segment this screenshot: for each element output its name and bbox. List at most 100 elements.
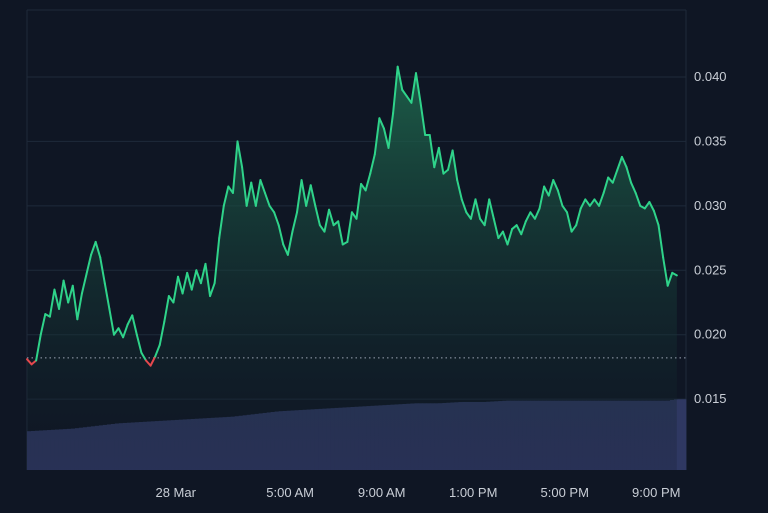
volume-bar bbox=[678, 399, 683, 470]
y-tick-label: 0.035 bbox=[694, 133, 727, 148]
price-line-segment bbox=[611, 168, 619, 184]
price-line-segment bbox=[236, 140, 244, 169]
price-line-segment bbox=[543, 185, 550, 197]
price-line-segment bbox=[524, 211, 532, 223]
price-line-segment bbox=[309, 184, 317, 207]
price-line-segment bbox=[172, 275, 180, 304]
price-line-segment bbox=[277, 224, 285, 246]
price-line-segment bbox=[254, 179, 262, 207]
price-line-segment bbox=[323, 208, 331, 233]
price-line-segment bbox=[273, 211, 280, 227]
price-line-segment bbox=[488, 198, 495, 220]
price-line-segment bbox=[634, 191, 642, 207]
price-line-segment bbox=[364, 172, 372, 192]
price-line-segment bbox=[369, 153, 376, 175]
price-line-segment bbox=[126, 314, 134, 326]
price-line-segment bbox=[112, 327, 120, 336]
price-line-segment bbox=[103, 282, 111, 310]
price-line-segment bbox=[556, 189, 564, 207]
price-line-segment bbox=[584, 198, 591, 207]
x-tick-label: 5:00 AM bbox=[266, 485, 314, 500]
y-tick-label: 0.015 bbox=[694, 391, 727, 406]
price-line-segment bbox=[497, 230, 504, 240]
price-line-segment bbox=[387, 112, 395, 149]
price-line-segment bbox=[643, 200, 651, 210]
x-tick-label: 5:00 PM bbox=[541, 485, 589, 500]
price-line-segment bbox=[538, 185, 546, 210]
x-tick-label: 9:00 PM bbox=[632, 485, 680, 500]
price-line-segment bbox=[447, 149, 454, 171]
y-tick-label: 0.025 bbox=[694, 262, 727, 277]
price-line-segment bbox=[396, 65, 404, 91]
x-tick-label: 28 Mar bbox=[155, 485, 196, 500]
price-line-segment bbox=[195, 269, 202, 285]
price-line-segment bbox=[474, 198, 482, 220]
price-line-segment bbox=[90, 240, 97, 256]
price-line-segment bbox=[135, 333, 143, 354]
price-line-segment bbox=[460, 198, 468, 214]
price-line-segment bbox=[414, 72, 422, 104]
price-line bbox=[26, 65, 678, 367]
price-line-segment bbox=[561, 204, 569, 214]
price-line-segment bbox=[67, 284, 74, 304]
price-line-segment bbox=[259, 179, 266, 194]
price-line-segment bbox=[108, 307, 115, 336]
price-line-segment bbox=[58, 279, 65, 310]
price-line-segment bbox=[305, 184, 312, 207]
price-line-segment bbox=[662, 256, 669, 287]
price-line-segment bbox=[222, 185, 230, 207]
price-line-segment bbox=[296, 179, 303, 214]
x-tick-label: 1:00 PM bbox=[449, 485, 497, 500]
x-tick-label: 9:00 AM bbox=[358, 485, 406, 500]
price-line-segment bbox=[177, 275, 184, 295]
price-line-segment bbox=[515, 224, 523, 236]
price-area bbox=[27, 66, 677, 470]
price-line-segment bbox=[53, 288, 61, 310]
price-line-segment bbox=[76, 292, 83, 321]
price-line-segment bbox=[291, 211, 299, 233]
price-line-segment bbox=[579, 198, 587, 210]
price-line-segment bbox=[552, 179, 559, 192]
price-line-segment bbox=[62, 279, 70, 304]
price-line-segment bbox=[410, 72, 417, 104]
price-line-segment bbox=[39, 313, 47, 336]
price-line-segment bbox=[122, 323, 129, 339]
price-line-segment bbox=[231, 140, 239, 194]
price-line-segment bbox=[268, 204, 276, 214]
price-line-segment bbox=[593, 198, 601, 207]
price-line-segment bbox=[85, 253, 93, 276]
price-line-segment bbox=[186, 271, 193, 291]
price-line-segment bbox=[154, 344, 161, 358]
price-line-segment bbox=[282, 243, 289, 256]
price-line-segment bbox=[630, 181, 637, 194]
y-tick-label: 0.020 bbox=[694, 327, 727, 342]
price-line-segment bbox=[99, 256, 106, 285]
y-tick-label: 0.030 bbox=[694, 198, 727, 213]
x-axis-tick-labels: 28 Mar 5:00 AM 9:00 AM 1:00 PM 5:00 PM 9:00 P… bbox=[155, 485, 680, 500]
price-line-segment bbox=[337, 220, 344, 246]
price-line-segment bbox=[648, 200, 655, 213]
price-line-segment bbox=[469, 198, 477, 220]
price-line-segment bbox=[657, 224, 665, 259]
price-line-segment bbox=[620, 155, 628, 169]
price-line-segment bbox=[588, 198, 596, 207]
price-line-segment bbox=[190, 269, 198, 291]
price-line-segment bbox=[209, 282, 216, 298]
price-line-segment bbox=[433, 146, 440, 169]
price-line-segment bbox=[346, 211, 353, 243]
price-line-segment bbox=[378, 117, 385, 130]
y-axis-tick-labels: 0.015 0.020 0.025 0.030 0.035 0.040 bbox=[694, 69, 727, 406]
price-line-segment bbox=[625, 166, 633, 184]
price-line-segment bbox=[456, 179, 463, 201]
price-line-segment bbox=[314, 204, 321, 227]
price-line-segment bbox=[26, 358, 33, 366]
price-line-segment bbox=[373, 117, 381, 156]
price-line-segment bbox=[94, 240, 102, 259]
price-line-segment bbox=[360, 182, 367, 192]
price-line-segment bbox=[241, 166, 248, 207]
price-line-segment bbox=[263, 191, 271, 207]
price-line-segment bbox=[501, 230, 509, 246]
price-line-segment bbox=[158, 320, 166, 347]
